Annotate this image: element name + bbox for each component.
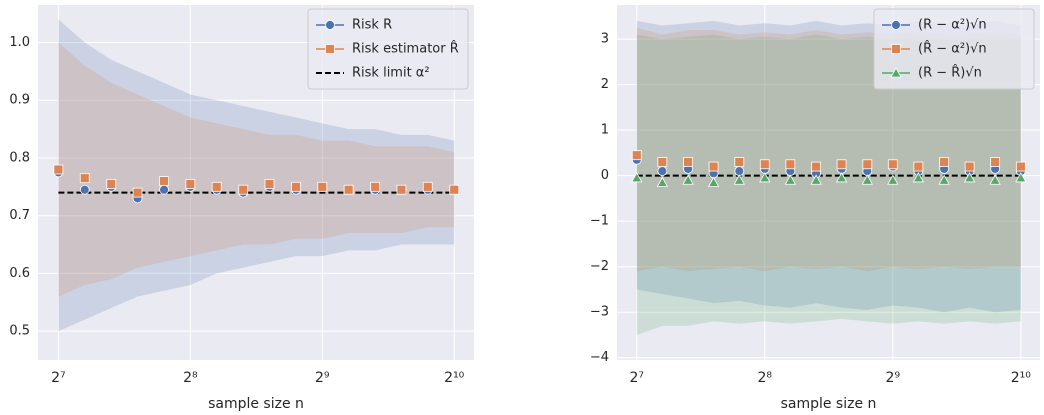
marker — [1015, 161, 1026, 172]
marker — [989, 174, 1001, 185]
legend-label: (R̂ − α²)√n — [918, 41, 987, 56]
marker — [734, 166, 745, 177]
marker — [159, 176, 169, 186]
marker — [422, 181, 433, 192]
x-tick-label: 2¹⁰ — [1011, 370, 1032, 386]
marker — [836, 159, 847, 170]
y-tick-label: 0.8 — [9, 150, 30, 165]
marker — [990, 157, 1001, 167]
marker — [449, 184, 460, 195]
marker — [211, 181, 222, 192]
legend: Risk R Risk estimator R̂ Risk limit α² — [307, 8, 469, 90]
marker — [835, 172, 848, 183]
y-tick-label: 0.7 — [9, 208, 30, 223]
marker — [325, 20, 335, 30]
x-tick-label: 2⁷ — [51, 370, 66, 386]
legend-box — [873, 8, 1035, 90]
marker — [891, 20, 901, 30]
x-tick-label: 2¹⁰ — [444, 370, 465, 386]
marker — [53, 164, 64, 175]
y-tick-label: 3 — [601, 32, 609, 47]
y-tick-label: 1.0 — [9, 35, 30, 50]
marker — [159, 184, 169, 195]
legend-label: Risk estimator R̂ — [352, 41, 459, 56]
marker — [325, 44, 335, 54]
marker — [891, 44, 901, 54]
legend: (R − α²)√n (R̂ − α²)√n (R − R̂)√n — [873, 8, 1035, 90]
legend-label: (R − α²)√n — [918, 18, 987, 33]
marker — [733, 174, 745, 185]
legend-label: (R − R̂)√n — [918, 65, 982, 80]
marker — [238, 184, 249, 195]
marker — [759, 172, 771, 183]
y-tick-label: 0.5 — [9, 324, 30, 339]
confidence-band — [636, 20, 1021, 313]
confidence-band — [58, 42, 455, 297]
y-tick-label: 2 — [601, 77, 609, 92]
marker — [370, 181, 381, 192]
x-axis-label: sample size n — [781, 396, 877, 412]
legend-box — [307, 8, 469, 90]
marker — [79, 173, 90, 184]
x-tick-label: 2⁷ — [630, 370, 645, 386]
marker — [784, 174, 797, 185]
marker — [708, 161, 719, 172]
y-tick-label: −2 — [590, 259, 609, 274]
marker — [887, 159, 898, 170]
marker — [264, 179, 275, 189]
marker — [861, 174, 874, 185]
y-tick-label: −3 — [590, 305, 609, 320]
y-tick-label: −4 — [590, 350, 609, 365]
confidence-band — [636, 34, 1021, 335]
marker — [887, 174, 899, 185]
marker — [810, 174, 822, 185]
y-tick-label: 0.9 — [9, 93, 30, 108]
x-axis-label: sample size n — [208, 396, 304, 412]
marker — [631, 150, 642, 161]
marker — [939, 157, 950, 167]
marker — [963, 172, 976, 183]
marker — [1015, 172, 1027, 183]
marker — [106, 179, 117, 189]
x-tick-label: 2⁸ — [183, 370, 198, 386]
marker — [964, 161, 975, 172]
marker — [656, 176, 669, 187]
marker — [759, 159, 770, 170]
marker — [317, 181, 328, 192]
confidence-band — [58, 19, 455, 332]
marker — [707, 176, 720, 187]
marker — [657, 157, 668, 167]
subplot: 0.5 0.6 0.7 0.8 0.9 1.0 2⁷ 2⁸ 2⁹ 2¹⁰ sample size n… — [9, 5, 474, 412]
subplot: −4 −3 −2 −1 0 1 2 3 2⁷ 2⁸ 2⁹ 2¹⁰ sample size n (R − α… — [590, 5, 1040, 412]
legend-label: Risk limit α² — [352, 66, 430, 81]
marker — [631, 172, 643, 183]
marker — [811, 161, 822, 172]
x-tick-label: 2⁸ — [758, 370, 773, 386]
marker — [912, 172, 925, 183]
y-tick-label: −1 — [590, 214, 609, 229]
x-tick-label: 2⁹ — [886, 370, 901, 386]
marker — [734, 157, 745, 167]
y-tick-label: 0 — [601, 168, 609, 183]
marker — [938, 174, 950, 185]
y-tick-label: 1 — [601, 123, 609, 138]
marker — [890, 67, 902, 78]
x-tick-label: 2⁹ — [315, 370, 330, 386]
marker — [185, 179, 196, 189]
marker — [396, 184, 407, 195]
marker — [79, 184, 90, 195]
marker — [343, 184, 354, 195]
marker — [657, 166, 668, 177]
marker — [132, 187, 143, 198]
legend-label: Risk R — [352, 18, 392, 33]
marker — [785, 159, 796, 170]
marker — [913, 161, 924, 172]
y-tick-label: 0.6 — [9, 266, 30, 281]
marker — [682, 174, 694, 185]
marker — [291, 181, 301, 192]
marker — [862, 159, 873, 170]
marker — [683, 157, 693, 167]
